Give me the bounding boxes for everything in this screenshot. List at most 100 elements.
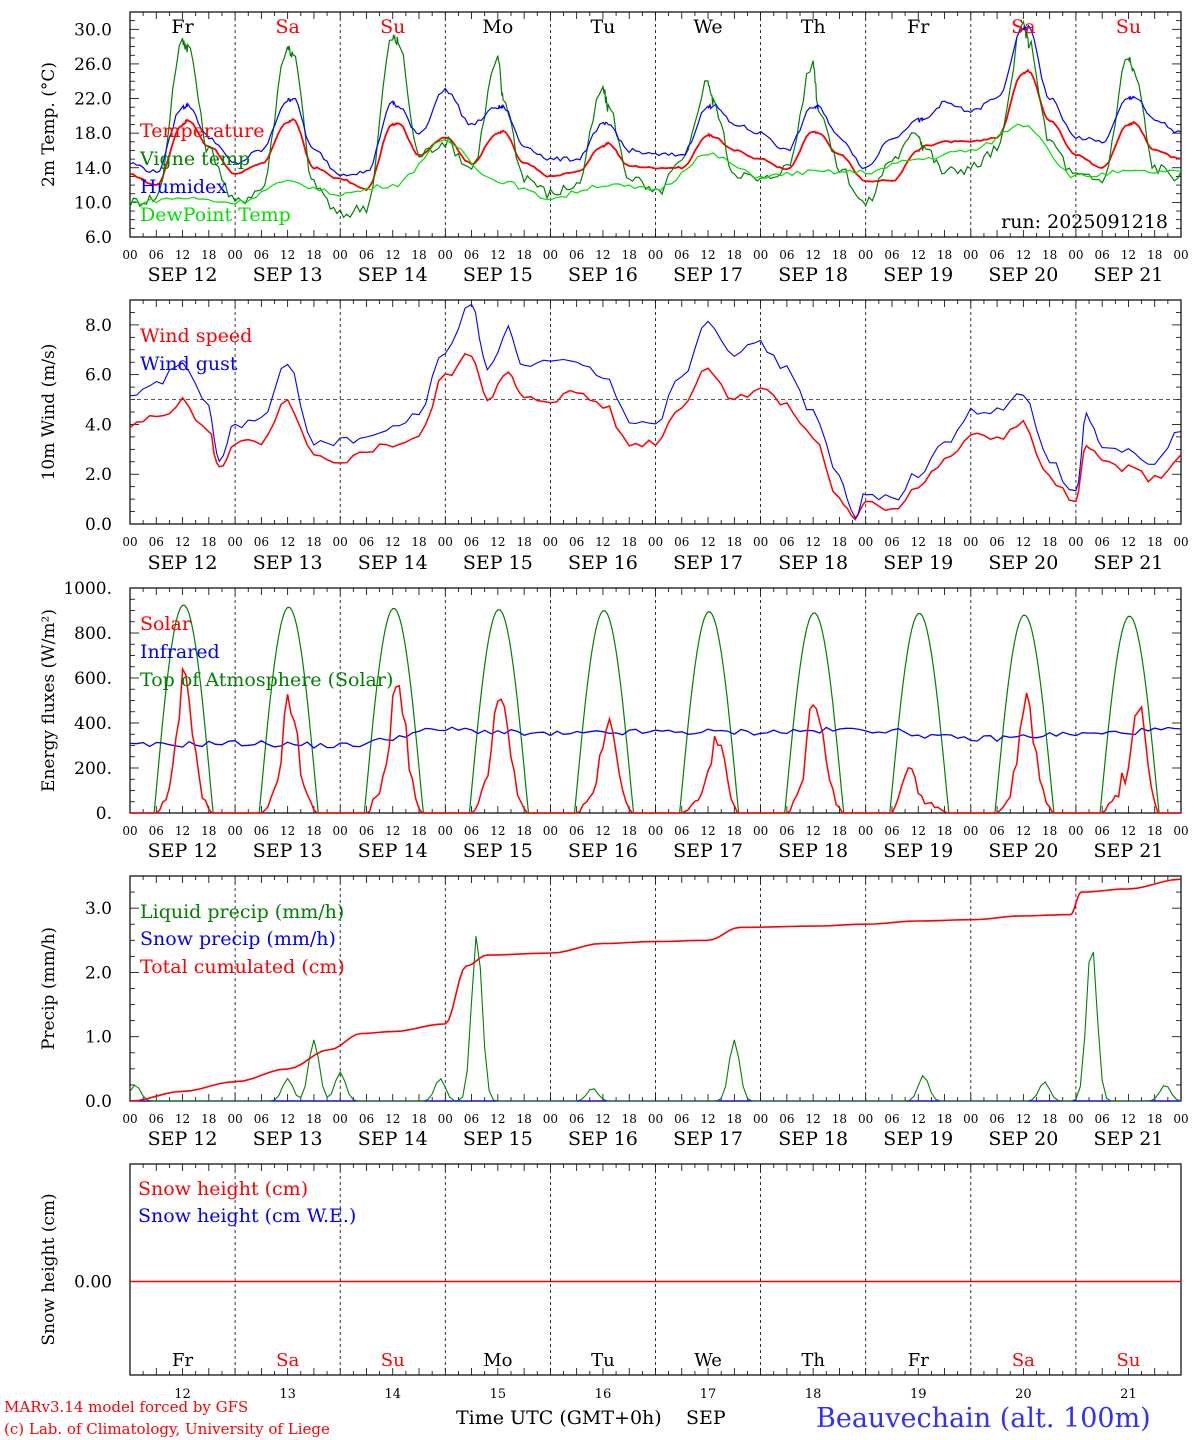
x-tick-label: 00 xyxy=(333,1112,348,1126)
date-label: SEP 16 xyxy=(568,552,638,574)
x-tick-label: 06 xyxy=(884,1112,899,1126)
x-tick-label: 00 xyxy=(858,535,873,549)
weekday-label: Su xyxy=(1116,16,1141,38)
y-tick-label: 6.0 xyxy=(85,366,112,386)
x-tick-label: 18 xyxy=(1042,1112,1057,1126)
x-tick-label: 18 xyxy=(937,1112,952,1126)
weekday-label: Tu xyxy=(591,1350,615,1371)
x-tick-label: 06 xyxy=(884,248,899,262)
x-tick-label: 18 xyxy=(411,535,426,549)
x-tick-label: 00 xyxy=(858,248,873,262)
x-tick-label: 00 xyxy=(648,248,663,262)
day-number-label: 16 xyxy=(595,1387,612,1402)
weekday-label: We xyxy=(693,16,722,38)
x-tick-label: 12 xyxy=(385,824,400,838)
x-tick-label: 06 xyxy=(674,824,689,838)
x-tick-label: 00 xyxy=(1173,1112,1188,1126)
series-line-solar xyxy=(130,666,1181,814)
x-tick-label: 06 xyxy=(989,535,1004,549)
x-tick-label: 06 xyxy=(989,248,1004,262)
x-tick-label: 12 xyxy=(385,535,400,549)
x-tick-label: 12 xyxy=(175,248,190,262)
day-number-label: 17 xyxy=(700,1387,717,1402)
weekday-label: Mo xyxy=(483,1350,512,1371)
x-tick-label: 18 xyxy=(727,824,742,838)
date-label: SEP 16 xyxy=(568,264,638,286)
legend-entry: Wind gust xyxy=(140,353,238,375)
x-tick-label: 18 xyxy=(1147,1112,1162,1126)
x-tick-label: 06 xyxy=(254,1112,269,1126)
x-tick-label: 18 xyxy=(201,535,216,549)
y-tick-label: 0.00 xyxy=(74,1273,112,1293)
y-tick-label: 8.0 xyxy=(85,316,112,336)
y-tick-label: 6.0 xyxy=(85,228,112,248)
weekday-row-top: Fr Sa Su Mo Tu We Th Fr Sa Su run: 2025091218 xyxy=(171,16,1168,233)
x-tick-label: 00 xyxy=(753,1112,768,1126)
x-tick-label: 18 xyxy=(1042,824,1057,838)
panel-wind: 00 06 12 18 00 06 12 18 00 06 12 18 00 06 12 18 00 06 12 18… xyxy=(39,299,1189,574)
x-tick-label: 18 xyxy=(727,535,742,549)
x-tick-label: 18 xyxy=(937,248,952,262)
footer-lab-credit: (c) Lab. of Climatology, University of L… xyxy=(4,1420,330,1438)
date-label: SEP 21 xyxy=(1094,840,1164,862)
x-tick-label: 00 xyxy=(648,1112,663,1126)
x-tick-label: 00 xyxy=(1068,1112,1083,1126)
y-tick-label: 0.0 xyxy=(85,515,112,535)
x-tick-label: 00 xyxy=(858,1112,873,1126)
x-tick-label: 06 xyxy=(254,824,269,838)
day-number-label: 15 xyxy=(490,1387,507,1402)
date-label: SEP 13 xyxy=(253,840,323,862)
x-tick-label: 06 xyxy=(1095,248,1110,262)
x-tick-label: 00 xyxy=(963,824,978,838)
date-label: SEP 18 xyxy=(778,264,848,286)
x-tick-label: 12 xyxy=(806,535,821,549)
x-tick-label: 18 xyxy=(516,1112,531,1126)
x-tick-label: 00 xyxy=(543,248,558,262)
run-label: run: 2025091218 xyxy=(1001,211,1168,233)
day-number-label: 21 xyxy=(1120,1387,1137,1402)
x-tick-label: 18 xyxy=(622,824,637,838)
y-axis-label: Energy fluxes (W/m²) xyxy=(39,609,59,792)
panel-snow: 0.00 Snow height (cm) Fr 12 Sa 13 Su 14 Mo 15 Tu 16… xyxy=(39,1163,1182,1402)
x-tick-label: 18 xyxy=(937,535,952,549)
series-line-infrared xyxy=(129,726,1182,749)
x-tick-label: 18 xyxy=(411,824,426,838)
y-tick-label: 400. xyxy=(74,714,112,734)
date-label: SEP 16 xyxy=(568,1128,638,1150)
x-tick-label: 00 xyxy=(333,824,348,838)
x-tick-label: 18 xyxy=(306,248,321,262)
x-tick-label: 12 xyxy=(1121,535,1136,549)
series-line-total-cumulated xyxy=(129,878,1182,1102)
date-label: SEP 14 xyxy=(358,552,428,574)
legend-entry: Infrared xyxy=(140,641,220,663)
date-label: SEP 15 xyxy=(463,1128,533,1150)
legend-entry: Snow precip (mm/h) xyxy=(140,928,336,950)
legend-entry: DewPoint Temp xyxy=(140,204,291,226)
x-tick-label: 06 xyxy=(779,535,794,549)
day-number-label: 13 xyxy=(279,1387,296,1402)
date-label: SEP 19 xyxy=(883,552,953,574)
x-tick-label: 12 xyxy=(280,248,295,262)
x-tick-label: 06 xyxy=(464,248,479,262)
weekday-label: Tu xyxy=(590,16,615,38)
x-tick-label: 12 xyxy=(1016,1112,1031,1126)
date-label: SEP 20 xyxy=(988,840,1058,862)
x-tick-label: 06 xyxy=(674,248,689,262)
date-label: SEP 17 xyxy=(673,840,743,862)
date-label: SEP 17 xyxy=(673,264,743,286)
x-tick-label: 12 xyxy=(490,1112,505,1126)
y-tick-label: 1.0 xyxy=(85,1028,112,1048)
y-tick-label: 30.0 xyxy=(74,20,112,40)
weekday-label: Su xyxy=(381,1350,405,1371)
x-tick-label: 00 xyxy=(333,248,348,262)
x-tick-label: 06 xyxy=(779,824,794,838)
x-tick-label: 00 xyxy=(963,535,978,549)
x-tick-label: 00 xyxy=(753,248,768,262)
x-tick-label: 06 xyxy=(569,1112,584,1126)
y-tick-label: 10.0 xyxy=(74,193,112,213)
x-tick-label: 00 xyxy=(1068,248,1083,262)
y-tick-label: 4.0 xyxy=(85,415,112,435)
x-tick-label: 06 xyxy=(149,535,164,549)
x-tick-label: 12 xyxy=(806,248,821,262)
date-label: SEP 18 xyxy=(778,1128,848,1150)
